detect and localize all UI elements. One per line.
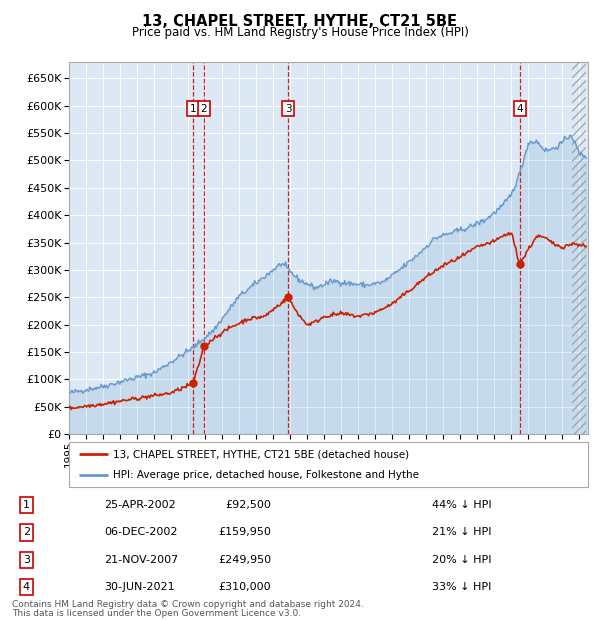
- Text: 3: 3: [285, 104, 292, 113]
- Text: 44% ↓ HPI: 44% ↓ HPI: [433, 500, 492, 510]
- Text: Contains HM Land Registry data © Crown copyright and database right 2024.: Contains HM Land Registry data © Crown c…: [12, 600, 364, 609]
- Text: 2: 2: [23, 528, 30, 538]
- Text: This data is licensed under the Open Government Licence v3.0.: This data is licensed under the Open Gov…: [12, 609, 301, 618]
- Text: Price paid vs. HM Land Registry's House Price Index (HPI): Price paid vs. HM Land Registry's House …: [131, 26, 469, 39]
- Text: 20% ↓ HPI: 20% ↓ HPI: [433, 555, 492, 565]
- Text: 33% ↓ HPI: 33% ↓ HPI: [433, 582, 492, 592]
- Text: 30-JUN-2021: 30-JUN-2021: [104, 582, 175, 592]
- Text: 4: 4: [23, 582, 30, 592]
- Text: HPI: Average price, detached house, Folkestone and Hythe: HPI: Average price, detached house, Folk…: [113, 469, 419, 480]
- Text: 13, CHAPEL STREET, HYTHE, CT21 5BE: 13, CHAPEL STREET, HYTHE, CT21 5BE: [143, 14, 458, 29]
- Text: 1: 1: [23, 500, 30, 510]
- Text: 25-APR-2002: 25-APR-2002: [104, 500, 176, 510]
- Text: 13, CHAPEL STREET, HYTHE, CT21 5BE (detached house): 13, CHAPEL STREET, HYTHE, CT21 5BE (deta…: [113, 449, 409, 459]
- Text: £310,000: £310,000: [218, 582, 271, 592]
- Text: 2: 2: [200, 104, 207, 113]
- Text: 21% ↓ HPI: 21% ↓ HPI: [433, 528, 492, 538]
- Text: 1: 1: [190, 104, 197, 113]
- Text: 06-DEC-2002: 06-DEC-2002: [104, 528, 178, 538]
- Text: 3: 3: [23, 555, 30, 565]
- Text: 21-NOV-2007: 21-NOV-2007: [104, 555, 178, 565]
- Text: £159,950: £159,950: [218, 528, 271, 538]
- Text: £92,500: £92,500: [226, 500, 271, 510]
- Text: 4: 4: [517, 104, 523, 113]
- Text: £249,950: £249,950: [218, 555, 271, 565]
